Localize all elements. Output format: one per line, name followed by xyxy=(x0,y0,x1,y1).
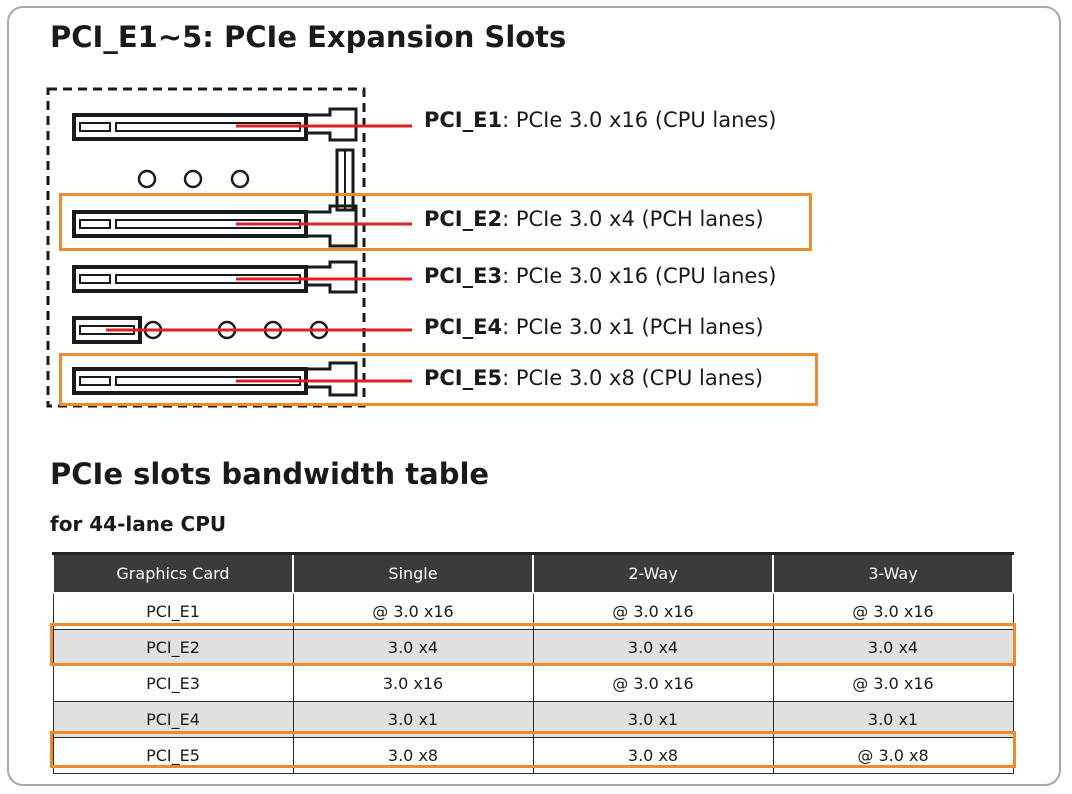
slot-label-pci-e1: PCI_E1: PCIe 3.0 x16 (CPU lanes) xyxy=(424,108,776,132)
page-frame xyxy=(7,6,1061,786)
bandwidth-subtitle: for 44-lane CPU xyxy=(50,512,227,536)
header-3-way: 3-Way xyxy=(772,552,1014,594)
table-cell: 3.0 x4 xyxy=(532,629,774,666)
slot-name: PCI_E5 xyxy=(424,366,503,390)
table-cell: 3.0 x4 xyxy=(772,629,1014,666)
slot-pci-e3 xyxy=(72,260,358,294)
slot-label-pci-e5: PCI_E5: PCIe 3.0 x8 (CPU lanes) xyxy=(424,366,763,390)
leader-lines xyxy=(106,124,412,383)
slot-name: PCI_E1 xyxy=(424,108,503,132)
header-2-way: 2-Way xyxy=(532,552,774,594)
slot-name: PCI_E2 xyxy=(424,207,503,231)
slot-spec: : PCIe 3.0 x4 (PCH lanes) xyxy=(502,207,764,231)
mount-hole xyxy=(230,169,250,189)
mount-hole xyxy=(183,169,203,189)
slot-spec: : PCIe 3.0 x1 (PCH lanes) xyxy=(502,315,764,339)
slot-spec: : PCIe 3.0 x16 (CPU lanes) xyxy=(502,108,777,132)
table-cell: @ 3.0 x16 xyxy=(772,665,1014,702)
table-cell: PCI_E3 xyxy=(52,665,294,702)
slot-spec: : PCIe 3.0 x16 (CPU lanes) xyxy=(502,264,777,288)
page-title: PCI_E1~5: PCIe Expansion Slots xyxy=(50,20,567,54)
header-graphics-card: Graphics Card xyxy=(52,552,294,594)
highlight-row-pci-e2 xyxy=(50,623,1016,666)
slot-label-pci-e3: PCI_E3: PCIe 3.0 x16 (CPU lanes) xyxy=(424,264,776,288)
slot-name: PCI_E3 xyxy=(424,264,503,288)
mount-hole xyxy=(137,169,157,189)
table-cell: PCI_E2 xyxy=(52,629,294,666)
table-cell: 3.0 x16 xyxy=(292,665,534,702)
table-header-row: Graphics Card Single 2-Way 3-Way xyxy=(52,552,1014,594)
table-cell: @ 3.0 x16 xyxy=(532,665,774,702)
highlight-pci-e5 xyxy=(59,353,818,406)
slot-label-pci-e4: PCI_E4: PCIe 3.0 x1 (PCH lanes) xyxy=(424,315,764,339)
highlight-pci-e2 xyxy=(59,193,812,251)
board-area-outline xyxy=(46,87,366,408)
slot-spec: : PCIe 3.0 x8 (CPU lanes) xyxy=(502,366,764,390)
slot-name: PCI_E4 xyxy=(424,315,503,339)
slot-label-pci-e2: PCI_E2: PCIe 3.0 x4 (PCH lanes) xyxy=(424,207,764,231)
slot-diagram xyxy=(46,87,412,408)
bandwidth-title: PCIe slots bandwidth table xyxy=(50,457,490,491)
header-single: Single xyxy=(292,552,534,594)
highlight-row-pci-e5 xyxy=(50,731,1016,768)
table-row: PCI_E3 3.0 x16 @ 3.0 x16 @ 3.0 x16 xyxy=(52,665,1014,702)
